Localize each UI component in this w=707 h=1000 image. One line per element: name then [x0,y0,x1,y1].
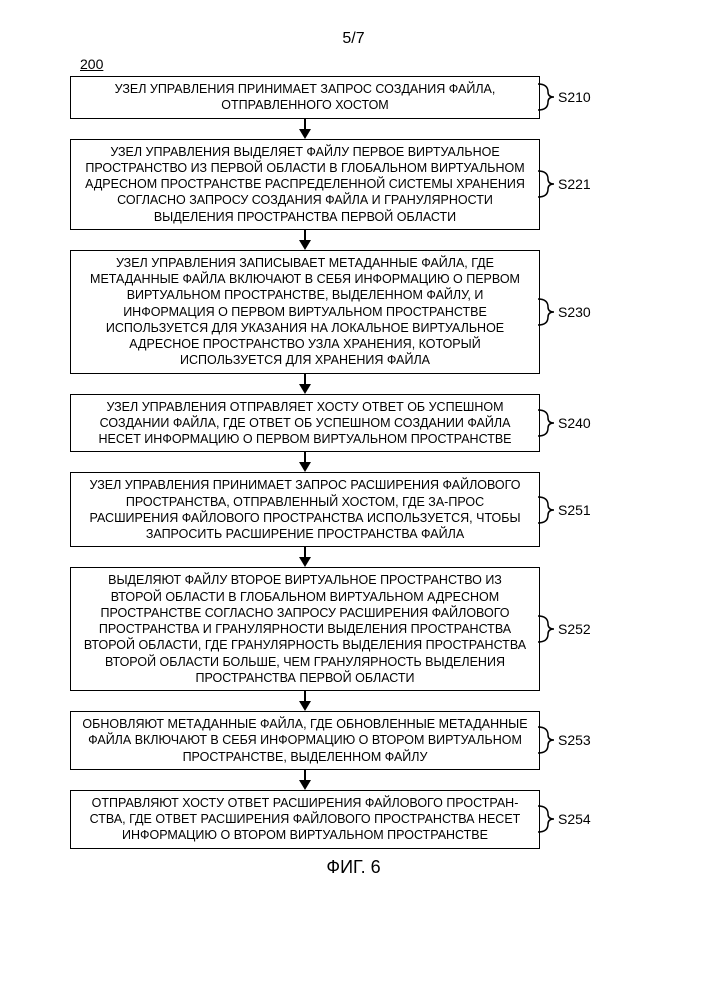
step-id-label: S240 [558,415,591,431]
page-number: 5/7 [70,30,637,48]
reference-number: 200 [80,56,637,72]
flow-step-box: УЗЕЛ УПРАВЛЕНИЯ ПРИНИМАЕТ ЗАПРОС РАСШИРЕ… [70,472,540,547]
arrow-down-icon [70,547,540,567]
step-id-label: S221 [558,176,591,192]
flow-step-row: УЗЕЛ УПРАВЛЕНИЯ ПРИНИМАЕТ ЗАПРОС СОЗДАНИ… [70,76,637,119]
flow-step-box: ВЫДЕЛЯЮТ ФАЙЛУ ВТОРОЕ ВИРТУАЛЬНОЕ ПРОСТР… [70,567,540,691]
arrow-down-icon [70,452,540,472]
flow-step-box: ОТПРАВЛЯЮТ ХОСТУ ОТВЕТ РАСШИРЕНИЯ ФАЙЛОВ… [70,790,540,849]
step-id-label: S230 [558,304,591,320]
flow-step-box: УЗЕЛ УПРАВЛЕНИЯ ПРИНИМАЕТ ЗАПРОС СОЗДАНИ… [70,76,540,119]
step-id-label: S252 [558,621,591,637]
connector-curve-icon [538,804,558,834]
step-label-column: S254 [540,811,610,827]
connector-curve-icon [538,82,558,112]
flow-step-box: УЗЕЛ УПРАВЛЕНИЯ ОТПРАВЛЯЕТ ХОСТУ ОТВЕТ О… [70,394,540,453]
step-label-column: S210 [540,89,610,105]
arrow-down-icon [70,119,540,139]
step-id-label: S253 [558,732,591,748]
step-label-column: S253 [540,732,610,748]
flow-step-box: ОБНОВЛЯЮТ МЕТАДАННЫЕ ФАЙЛА, ГДЕ ОБНОВЛЕН… [70,711,540,770]
arrow-down-icon [70,770,540,790]
connector-curve-icon [538,614,558,644]
page-container: 5/7 200 УЗЕЛ УПРАВЛЕНИЯ ПРИНИМАЕТ ЗАПРОС… [0,0,707,1000]
connector-curve-icon [538,297,558,327]
arrow-down-icon [70,374,540,394]
step-label-column: S240 [540,415,610,431]
step-id-label: S254 [558,811,591,827]
connector-curve-icon [538,408,558,438]
flow-step-box: УЗЕЛ УПРАВЛЕНИЯ ЗАПИСЫВАЕТ МЕТАДАННЫЕ ФА… [70,250,540,374]
flow-step-row: ОБНОВЛЯЮТ МЕТАДАННЫЕ ФАЙЛА, ГДЕ ОБНОВЛЕН… [70,711,637,770]
step-label-column: S221 [540,176,610,192]
flow-step-row: УЗЕЛ УПРАВЛЕНИЯ ПРИНИМАЕТ ЗАПРОС РАСШИРЕ… [70,472,637,547]
step-label-column: S230 [540,304,610,320]
flow-step-row: УЗЕЛ УПРАВЛЕНИЯ ЗАПИСЫВАЕТ МЕТАДАННЫЕ ФА… [70,250,637,374]
arrow-down-icon [70,691,540,711]
figure-label: ФИГ. 6 [70,857,637,878]
flow-step-box: УЗЕЛ УПРАВЛЕНИЯ ВЫДЕЛЯЕТ ФАЙЛУ ПЕРВОЕ ВИ… [70,139,540,230]
flow-step-row: УЗЕЛ УПРАВЛЕНИЯ ОТПРАВЛЯЕТ ХОСТУ ОТВЕТ О… [70,394,637,453]
step-id-label: S251 [558,502,591,518]
arrow-down-icon [70,230,540,250]
connector-curve-icon [538,495,558,525]
step-label-column: S252 [540,621,610,637]
flow-step-row: ВЫДЕЛЯЮТ ФАЙЛУ ВТОРОЕ ВИРТУАЛЬНОЕ ПРОСТР… [70,567,637,691]
flow-step-row: УЗЕЛ УПРАВЛЕНИЯ ВЫДЕЛЯЕТ ФАЙЛУ ПЕРВОЕ ВИ… [70,139,637,230]
flowchart: УЗЕЛ УПРАВЛЕНИЯ ПРИНИМАЕТ ЗАПРОС СОЗДАНИ… [70,76,637,849]
step-label-column: S251 [540,502,610,518]
connector-curve-icon [538,725,558,755]
flow-step-row: ОТПРАВЛЯЮТ ХОСТУ ОТВЕТ РАСШИРЕНИЯ ФАЙЛОВ… [70,790,637,849]
connector-curve-icon [538,169,558,199]
step-id-label: S210 [558,89,591,105]
